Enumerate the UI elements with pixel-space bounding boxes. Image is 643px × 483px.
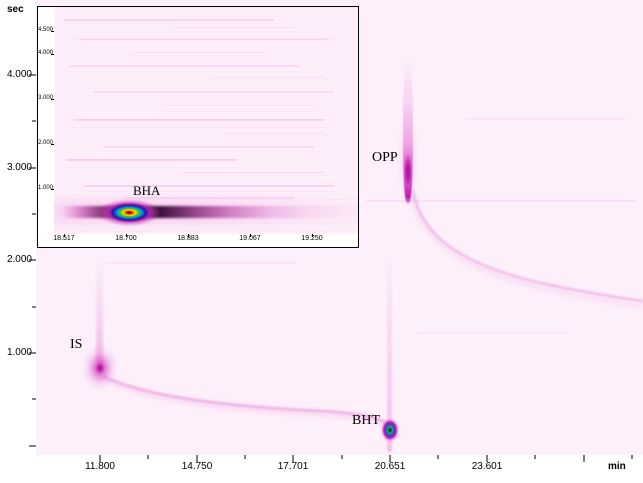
noise-streak	[69, 65, 299, 67]
inset-y-tick-label: 4.000	[38, 50, 54, 56]
main-plot: IS OPP BHT	[36, 0, 643, 455]
bha-peak	[96, 197, 170, 227]
inset-x-tick	[64, 234, 65, 237]
inset-y-tick	[51, 31, 54, 32]
is-tail-halo	[101, 375, 393, 430]
is-peak-core	[94, 360, 106, 376]
y-tick-label: 2.000	[6, 254, 32, 265]
inset-y-tick	[51, 99, 54, 100]
opp-tail-halo	[409, 193, 643, 309]
noise-streak	[84, 185, 334, 187]
opp-peak-core	[403, 150, 413, 192]
x-tick-label: 20.651	[374, 461, 406, 472]
opp-vertical-streak	[403, 58, 413, 203]
inset-y-tick-label: 2.000	[38, 140, 54, 146]
inset-plot: BHA 4.500 4.000 3.000 2.000 1.000 18.517…	[37, 6, 359, 248]
is-tail	[102, 375, 390, 426]
peak-label-bha: BHA	[133, 183, 161, 198]
noise-streak	[164, 105, 314, 106]
inset-x-tick	[126, 234, 127, 237]
inset-plot-area	[54, 7, 358, 234]
inset-y-tick-label: 4.500	[38, 27, 54, 33]
inset-x-tick-label: 19.250	[301, 235, 323, 242]
noise-streak	[184, 172, 324, 173]
noise-streak	[66, 159, 236, 161]
x-tick-label: 11.800	[85, 461, 115, 472]
noise-streak	[74, 119, 324, 121]
opp-tail	[411, 189, 643, 303]
inset-x-tick-label: 19.067	[239, 235, 261, 242]
noise-streak	[94, 91, 334, 93]
noise-streak	[224, 133, 324, 134]
y-tick-label: 1.000	[6, 347, 32, 358]
inset-y-tick	[51, 144, 54, 145]
is-vertical-streak	[96, 258, 103, 363]
bht-peak	[380, 417, 400, 443]
inset-x-tick	[312, 234, 313, 237]
noise-streak	[134, 52, 264, 53]
noise-streak	[64, 19, 274, 21]
noise-streak	[466, 118, 626, 120]
y-tick-label: 4.000	[6, 69, 32, 80]
y-axis-unit: sec	[7, 4, 24, 15]
peak-label-opp: OPP	[372, 150, 398, 165]
noise-streak	[79, 38, 329, 40]
inset-x-tick-label: 18.883	[177, 235, 199, 242]
inset-x-tick-label: 18.517	[53, 235, 75, 242]
x-tick-label: 17.701	[277, 461, 309, 472]
x-tick-label: 23.601	[471, 461, 503, 472]
noise-streak	[104, 146, 314, 148]
inset-y-tick	[51, 54, 54, 55]
x-tick-label: 14.750	[181, 461, 213, 472]
x-axis-unit: min	[608, 461, 626, 472]
inset-y-tick-label: 3.000	[38, 95, 54, 101]
inset-y-tick	[51, 189, 54, 190]
y-tick-label: 3.000	[6, 162, 32, 173]
inset-x-tick	[250, 234, 251, 237]
inset-y-tick-label: 1.000	[38, 185, 54, 191]
peak-label-is: IS	[70, 337, 83, 352]
noise-streak	[416, 332, 566, 334]
bht-vertical-streak	[387, 252, 392, 452]
inset-x-tick	[188, 234, 189, 237]
noise-streak	[106, 262, 296, 264]
inset-x-tick-label: 18.700	[115, 235, 137, 242]
noise-streak	[214, 77, 324, 78]
peak-label-bht: BHT	[352, 413, 380, 428]
noise-streak	[174, 27, 294, 28]
